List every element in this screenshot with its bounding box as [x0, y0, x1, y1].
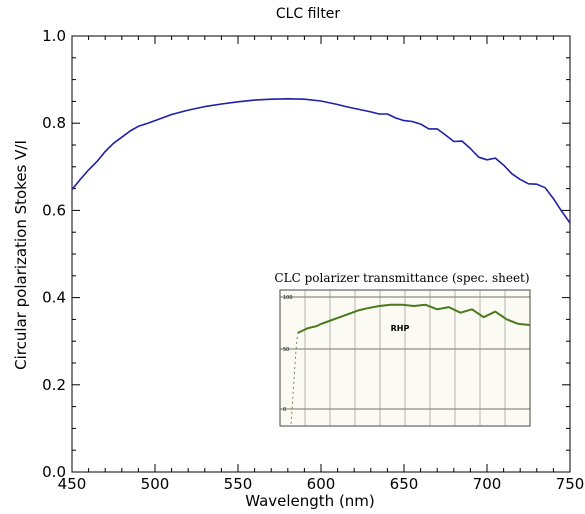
chart-title: CLC filter — [276, 6, 341, 22]
inset-y-tick-label: 100 — [283, 295, 293, 301]
y-tick-label: 0.6 — [42, 201, 66, 219]
x-tick-label: 450 — [58, 475, 87, 493]
y-tick-label: 0.4 — [42, 289, 66, 307]
x-tick-label: 550 — [224, 475, 253, 493]
y-tick-label: 1.0 — [42, 27, 66, 45]
inset-title: CLC polarizer transmittance (spec. sheet… — [274, 271, 529, 285]
x-tick-label: 600 — [307, 475, 336, 493]
x-tick-label: 750 — [556, 475, 585, 493]
inset-annotation-rhp: RHP — [391, 324, 410, 333]
x-tick-label: 650 — [390, 475, 419, 493]
x-axis-label: Wavelength (nm) — [245, 492, 375, 510]
y-axis-ticks: 0.0 0.2 0.4 0.6 0.8 1.0 — [42, 27, 570, 481]
inset-y-ticks: 100 50 0 — [283, 295, 293, 413]
inset-transmittance-line — [297, 303, 531, 334]
inset-grid — [280, 290, 530, 426]
stokes-line — [71, 98, 571, 224]
y-tick-label: 0.0 — [42, 463, 66, 481]
x-tick-label: 700 — [473, 475, 502, 493]
y-tick-label: 0.8 — [42, 114, 66, 132]
main-series — [71, 98, 571, 224]
y-axis-label: Circular polarization Stokes V/I — [12, 140, 30, 370]
inset-spec-sheet: CLC polarizer transmittance (spec. sheet… — [274, 271, 531, 427]
x-tick-label: 500 — [141, 475, 170, 493]
y-tick-label: 0.2 — [42, 376, 66, 394]
inset-series — [290, 303, 531, 425]
inset-y-tick-label: 0 — [283, 407, 286, 413]
inset-y-tick-label: 50 — [283, 347, 289, 353]
x-axis-ticks: 450 500 550 600 650 700 750 — [58, 36, 585, 493]
